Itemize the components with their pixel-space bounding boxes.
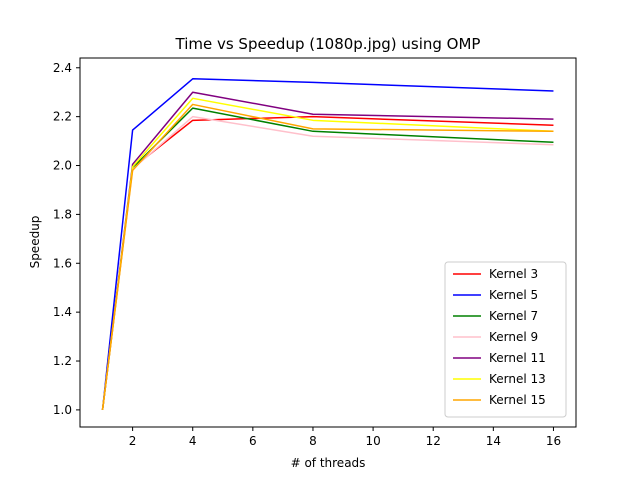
x-tick-label: 6	[249, 434, 257, 448]
x-tick-label: 4	[189, 434, 197, 448]
series-line-kernel-5	[101, 78, 554, 410]
x-tick-label: 12	[426, 434, 441, 448]
y-tick-label: 2.2	[53, 110, 72, 124]
legend-label: Kernel 5	[489, 288, 538, 302]
series-lines	[101, 78, 554, 410]
chart-title: Time vs Speedup (1080p.jpg) using OMP	[175, 35, 481, 53]
series-line-kernel-15	[101, 103, 554, 410]
legend-label: Kernel 13	[489, 372, 546, 386]
x-axis-ticks: 2 4 6 8 10 12 14 16	[129, 427, 561, 448]
legend-label: Kernel 3	[489, 267, 538, 281]
y-tick-label: 1.0	[53, 403, 72, 417]
plot-area	[79, 57, 577, 428]
y-tick-label: 1.4	[53, 305, 72, 319]
y-tick-label: 1.8	[53, 207, 72, 221]
y-axis-label: Speedup	[28, 216, 42, 269]
x-tick-label: 10	[365, 434, 380, 448]
legend-label: Kernel 15	[489, 393, 546, 407]
x-tick-label: 14	[486, 434, 501, 448]
x-tick-label: 8	[309, 434, 317, 448]
axes-frame	[79, 57, 577, 428]
legend-label: Kernel 7	[489, 309, 538, 323]
x-tick-label: 2	[129, 434, 137, 448]
x-axis-label: # of threads	[291, 456, 366, 470]
x-tick-label: 16	[546, 434, 561, 448]
y-tick-label: 1.2	[53, 354, 72, 368]
legend: Kernel 3 Kernel 5 Kernel 7 Kernel 9 Kernel 1…	[444, 261, 567, 418]
legend-label: Kernel 9	[489, 330, 538, 344]
y-tick-label: 2.0	[53, 159, 72, 173]
y-tick-label: 1.6	[53, 256, 72, 270]
y-tick-label: 2.4	[53, 61, 72, 75]
legend-label: Kernel 11	[489, 351, 546, 365]
y-axis-ticks: 1.0 1.2 1.4 1.6 1.8 2.0 2.2 2.4	[53, 61, 80, 417]
